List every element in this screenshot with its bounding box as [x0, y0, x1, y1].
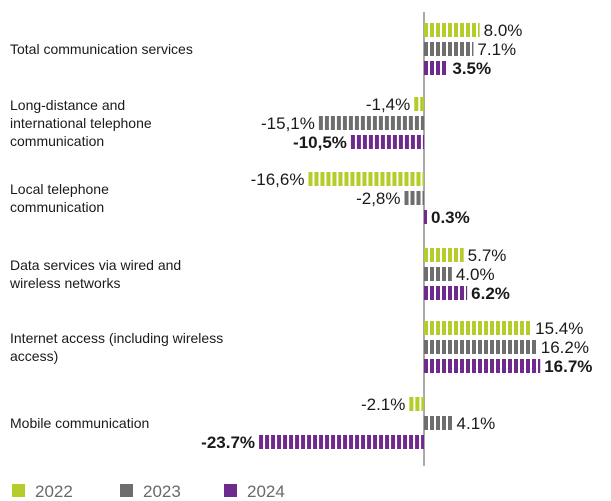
bar-2024 — [424, 210, 427, 224]
category-label: Data services via wired and wireless netw… — [9, 257, 181, 291]
bar-2022 — [414, 97, 424, 111]
bar-2024 — [424, 61, 446, 75]
category-label-line: communication — [10, 199, 104, 215]
bar-2024 — [424, 359, 541, 373]
bar-2023 — [424, 267, 452, 281]
bar-2022 — [409, 397, 424, 411]
category-label-line: Mobile communication — [10, 415, 149, 431]
legend: 2022 2023 2024 — [12, 482, 285, 501]
value-label-2024: 0.3% — [431, 208, 470, 227]
value-label-2023: 4.0% — [456, 265, 495, 284]
bar-2023 — [424, 42, 474, 56]
category-label-line: international telephone — [10, 115, 152, 131]
value-label-2022: -2.1% — [361, 395, 405, 414]
category-labels: Total communication services Long-distanc… — [9, 41, 223, 431]
value-label-2024: -10,5% — [293, 133, 347, 152]
category-label: Local telephone communication — [10, 181, 109, 215]
category-label: Mobile communication — [10, 415, 149, 431]
value-labels: 8.0%-1,4%-16,6%5.7%15.4%-2.1%7.1%-15,1%-… — [201, 21, 592, 452]
value-label-2023: -15,1% — [261, 114, 315, 133]
value-label-2022: 5.7% — [468, 246, 507, 265]
bar-2023 — [404, 191, 424, 205]
value-label-2022: 8.0% — [484, 21, 523, 40]
legend-label-2024: 2024 — [247, 482, 285, 501]
category-label-line: Local telephone — [10, 181, 109, 197]
bar-2022 — [424, 23, 480, 37]
category-label: Total communication services — [10, 41, 193, 57]
bar-2023 — [424, 416, 452, 430]
legend-swatch-2022 — [12, 484, 25, 497]
bar-2023 — [424, 340, 536, 354]
category-label-line: Long-distance and — [10, 97, 125, 113]
legend-swatch-2024 — [224, 484, 237, 497]
bar-2022 — [424, 321, 530, 335]
value-label-2022: -1,4% — [366, 95, 410, 114]
category-label-line: Total communication services — [10, 41, 193, 57]
category-label-line: Data services via wired and — [10, 257, 181, 273]
category-label: Internet access (including wireless acces… — [10, 330, 223, 364]
legend-label-2022: 2022 — [35, 482, 73, 501]
value-label-2023: 7.1% — [477, 40, 516, 59]
bar-2024 — [259, 435, 424, 449]
category-label-line: Internet access (including wireless — [10, 330, 223, 346]
value-label-2024: 16.7% — [544, 357, 592, 376]
value-label-2024: -23.7% — [201, 433, 255, 452]
category-label-line: communication — [10, 133, 104, 149]
legend-swatch-2023 — [120, 484, 133, 497]
category-label: Long-distance and international telephone… — [10, 97, 152, 149]
bars — [259, 23, 541, 449]
bar-2022 — [308, 172, 424, 186]
category-label-line: wireless networks — [9, 275, 120, 291]
value-label-2024: 6.2% — [471, 284, 510, 303]
value-label-2023: -2,8% — [356, 189, 400, 208]
value-label-2022: 15.4% — [535, 319, 583, 338]
legend-label-2023: 2023 — [143, 482, 181, 501]
bar-2024 — [350, 135, 424, 149]
bar-2023 — [318, 116, 424, 130]
value-label-2022: -16,6% — [251, 170, 305, 189]
bar-2024 — [424, 286, 468, 300]
value-label-2023: 16.2% — [541, 338, 589, 357]
bar-2022 — [424, 248, 464, 262]
value-label-2024: 3.5% — [452, 59, 491, 78]
category-label-line: access) — [10, 348, 58, 364]
value-label-2023: 4.1% — [457, 414, 496, 433]
